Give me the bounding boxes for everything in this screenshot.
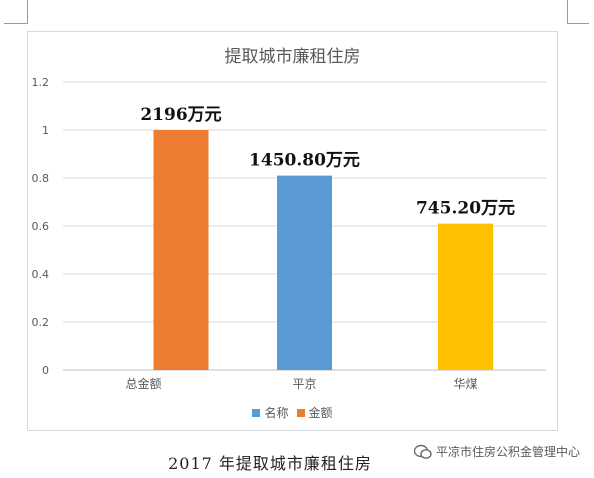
legend-entry: 金额 bbox=[296, 404, 333, 421]
legend-swatch bbox=[296, 408, 305, 417]
crop-mark-top-left-horizontal bbox=[4, 23, 27, 24]
watermark-text: 平凉市住房公积金管理中心 bbox=[435, 445, 580, 459]
chat-bubble-icon bbox=[413, 444, 432, 459]
legend-label: 金额 bbox=[308, 406, 333, 420]
bar bbox=[277, 175, 332, 370]
legend-label: 名称 bbox=[264, 406, 289, 420]
legend: 名称 金额 bbox=[28, 404, 557, 421]
data-label: 1450.80万元 bbox=[249, 151, 360, 171]
x-tick-label: 华煤 bbox=[453, 377, 477, 391]
chart-title: 提取城市廉租住房 bbox=[224, 47, 361, 67]
data-label: 2196万元 bbox=[140, 105, 221, 125]
bar bbox=[438, 223, 493, 370]
crop-mark-top-right-horizontal bbox=[567, 23, 589, 24]
crop-mark-top-right-vertical bbox=[567, 0, 568, 24]
y-tick-label: 0.6 bbox=[32, 220, 50, 233]
y-tick-label: 1.2 bbox=[32, 76, 50, 89]
y-tick-label: 0 bbox=[42, 364, 49, 377]
legend-entry: 名称 bbox=[252, 404, 289, 421]
data-label: 745.20万元 bbox=[416, 199, 515, 219]
chart-area: 提取城市廉租住房 0 0.2 0.4 0.6 0.8 1 1.2 总金额 2196万元平京 145… bbox=[27, 31, 558, 431]
x-tick-label: 平京 bbox=[292, 377, 316, 391]
watermark: 平凉市住房公积金管理中心 bbox=[413, 443, 580, 460]
legend-swatch bbox=[252, 408, 261, 417]
x-tick-label: 总金额 bbox=[125, 376, 161, 391]
y-tick-label: 1 bbox=[42, 124, 49, 137]
y-tick-label: 0.8 bbox=[32, 172, 50, 185]
bar bbox=[153, 130, 209, 370]
figure-caption: 2017 年提取城市廉租住房 bbox=[168, 454, 372, 473]
y-tick-label: 0.4 bbox=[32, 268, 50, 281]
y-tick-label: 0.2 bbox=[32, 316, 50, 329]
crop-mark-top-left-vertical bbox=[27, 0, 28, 24]
